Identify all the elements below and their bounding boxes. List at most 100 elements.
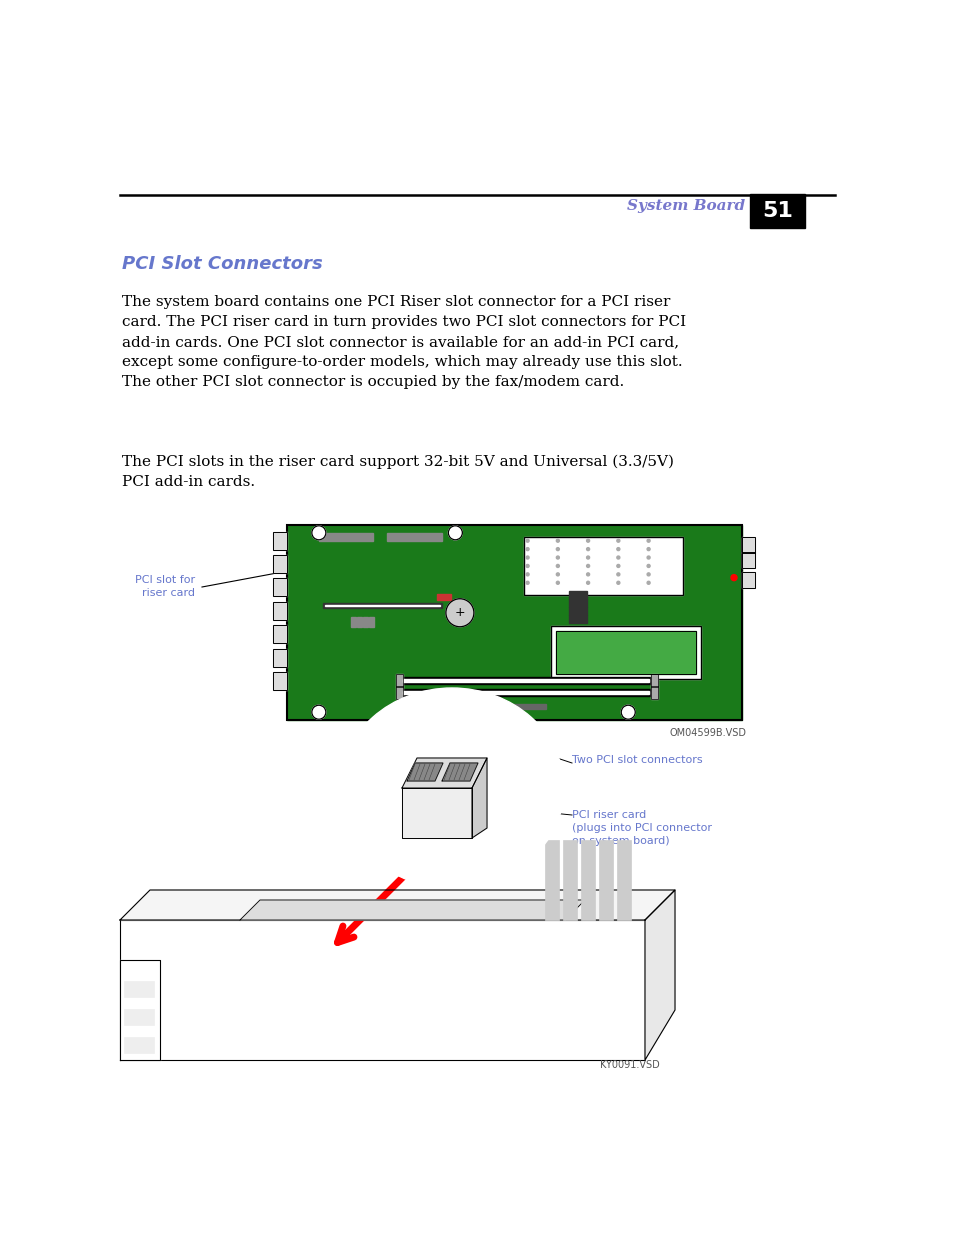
Circle shape — [445, 599, 474, 626]
Polygon shape — [401, 758, 486, 788]
Bar — [273, 625, 287, 643]
Circle shape — [646, 582, 649, 584]
Bar — [273, 672, 287, 690]
Circle shape — [586, 540, 589, 542]
Bar — [273, 601, 287, 620]
Bar — [550, 626, 700, 679]
Bar — [395, 674, 402, 687]
Bar — [273, 578, 287, 597]
Circle shape — [586, 573, 589, 576]
Text: The system board contains one PCI Riser slot connector for a PCI riser
card. The: The system board contains one PCI Riser … — [122, 295, 685, 389]
Circle shape — [556, 556, 558, 559]
Bar — [124, 981, 153, 997]
Bar — [436, 594, 451, 600]
Bar — [287, 525, 741, 720]
Polygon shape — [441, 763, 477, 781]
Bar — [351, 616, 355, 626]
Circle shape — [646, 540, 649, 542]
Text: OM04599B.VSD: OM04599B.VSD — [669, 727, 746, 739]
Circle shape — [617, 582, 619, 584]
Bar — [650, 685, 658, 699]
Bar — [556, 631, 696, 674]
Circle shape — [525, 547, 529, 551]
Bar — [741, 536, 754, 552]
Polygon shape — [644, 890, 675, 1060]
Circle shape — [617, 564, 619, 567]
Text: +: + — [455, 606, 465, 619]
Circle shape — [646, 573, 649, 576]
Bar — [362, 616, 367, 626]
Polygon shape — [401, 788, 472, 839]
Circle shape — [525, 564, 529, 567]
Bar — [368, 616, 374, 626]
Circle shape — [471, 705, 484, 719]
Text: PCI slot for
riser card: PCI slot for riser card — [134, 576, 194, 598]
Bar — [650, 685, 658, 699]
Bar — [569, 592, 587, 599]
Circle shape — [586, 556, 589, 559]
Bar — [741, 552, 754, 568]
Polygon shape — [407, 763, 442, 781]
Bar — [273, 555, 287, 573]
Polygon shape — [240, 900, 584, 920]
Text: Two PCI slot connectors: Two PCI slot connectors — [572, 755, 702, 764]
Circle shape — [586, 564, 589, 567]
Circle shape — [730, 574, 737, 580]
Bar — [580, 840, 595, 920]
Circle shape — [525, 540, 529, 542]
Bar — [273, 625, 287, 643]
Bar — [569, 599, 587, 606]
Bar — [556, 631, 696, 674]
Bar — [569, 615, 587, 622]
Circle shape — [620, 705, 635, 719]
Bar — [273, 672, 287, 690]
Text: The PCI slots in the riser card support 32-bit 5V and Universal (3.3/5V)
PCI add: The PCI slots in the riser card support … — [122, 454, 673, 489]
Text: System Board: System Board — [626, 199, 744, 212]
Bar — [124, 1037, 153, 1053]
Ellipse shape — [339, 688, 563, 888]
Circle shape — [312, 705, 326, 719]
Bar — [287, 525, 741, 720]
Text: KY0091.VSD: KY0091.VSD — [599, 1060, 659, 1070]
Circle shape — [556, 547, 558, 551]
Circle shape — [646, 564, 649, 567]
Bar — [749, 194, 804, 228]
Polygon shape — [120, 890, 675, 920]
Bar — [523, 537, 682, 595]
Text: 51: 51 — [761, 201, 792, 221]
Bar — [741, 572, 754, 588]
Bar — [598, 840, 613, 920]
Bar — [402, 690, 648, 694]
Circle shape — [525, 573, 529, 576]
Bar — [402, 679, 648, 682]
Bar — [400, 677, 650, 684]
Circle shape — [556, 540, 558, 542]
Bar — [617, 840, 630, 920]
Bar — [124, 1009, 153, 1025]
Bar — [650, 674, 658, 687]
Circle shape — [556, 582, 558, 584]
Polygon shape — [120, 960, 160, 1060]
Bar — [273, 555, 287, 573]
Circle shape — [556, 573, 558, 576]
Bar — [356, 616, 361, 626]
Bar — [741, 572, 754, 588]
Bar — [400, 689, 650, 695]
Bar — [387, 532, 441, 541]
Circle shape — [617, 556, 619, 559]
Circle shape — [617, 573, 619, 576]
Circle shape — [525, 556, 529, 559]
Bar — [395, 685, 402, 699]
Circle shape — [646, 556, 649, 559]
Bar — [569, 606, 587, 615]
Bar — [395, 685, 402, 699]
Bar — [273, 531, 287, 550]
Circle shape — [525, 582, 529, 584]
Circle shape — [617, 540, 619, 542]
Bar — [741, 552, 754, 568]
Bar — [273, 578, 287, 597]
Bar — [273, 601, 287, 620]
Circle shape — [586, 582, 589, 584]
Bar — [550, 626, 700, 679]
Bar — [318, 532, 373, 541]
